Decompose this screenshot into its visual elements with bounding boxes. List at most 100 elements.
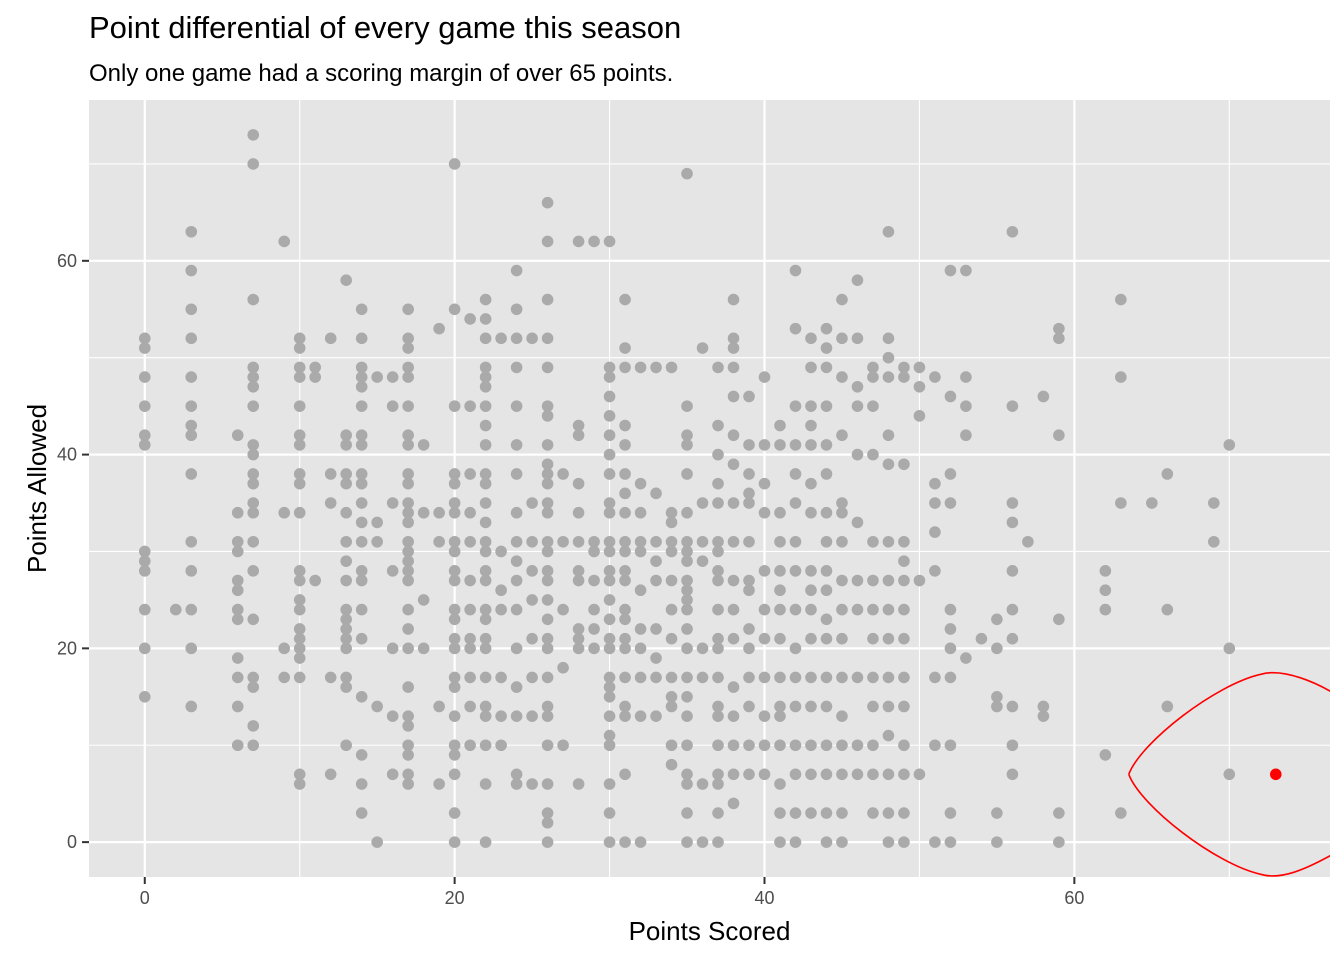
data-point: [650, 555, 662, 567]
data-point: [882, 574, 895, 587]
data-point: [247, 371, 260, 383]
data-point: [1161, 603, 1174, 616]
axis-ticks: 0 20 40 60 0 20 40 60: [57, 251, 1084, 908]
data-point: [324, 468, 337, 480]
data-point: [758, 565, 771, 577]
data-point: [867, 371, 879, 383]
data-point: [727, 574, 740, 587]
data-point: [836, 739, 848, 752]
data-point: [386, 768, 399, 781]
data-point: [991, 690, 1003, 703]
data-point: [355, 603, 368, 616]
data-point: [789, 497, 802, 509]
data-point: [665, 506, 678, 519]
data-point: [712, 361, 724, 374]
data-point: [510, 264, 523, 277]
data-point: [247, 293, 260, 306]
data-point: [541, 710, 554, 722]
data-point: [510, 506, 523, 519]
data-point: [665, 535, 678, 548]
data-point: [464, 603, 476, 616]
data-point: [867, 400, 879, 412]
data-point: [185, 419, 198, 432]
data-point: [944, 623, 957, 635]
data-point: [929, 497, 941, 509]
x-axis-title: Points Scored: [629, 916, 791, 946]
data-point: [882, 351, 895, 364]
data-point: [712, 448, 724, 461]
data-point: [712, 545, 724, 558]
data-point: [681, 603, 693, 616]
data-point: [805, 603, 817, 616]
data-point: [603, 390, 616, 403]
data-point: [231, 603, 244, 616]
data-point: [805, 477, 817, 490]
data-point: [572, 642, 585, 655]
data-point: [789, 439, 802, 451]
data-point: [355, 749, 368, 761]
data-point: [510, 439, 523, 451]
data-point: [681, 167, 693, 180]
data-point: [1208, 497, 1220, 509]
highlight-point: [1269, 768, 1282, 781]
data-point: [743, 642, 755, 655]
data-point: [1053, 322, 1065, 335]
data-point: [402, 555, 414, 567]
data-point: [1053, 836, 1065, 848]
data-point: [448, 749, 461, 761]
data-point: [185, 468, 198, 480]
data-point: [851, 671, 864, 684]
data-point: [603, 506, 616, 519]
data-point: [960, 652, 972, 664]
data-point: [665, 545, 678, 558]
data-point: [774, 565, 786, 577]
data-point: [510, 332, 523, 345]
data-point: [479, 400, 492, 412]
data-point: [588, 642, 600, 655]
data-point: [836, 429, 848, 442]
data-point: [882, 535, 895, 548]
data-point: [293, 506, 306, 519]
data-point: [293, 468, 306, 480]
data-point: [712, 671, 724, 684]
data-point: [185, 429, 198, 442]
data-point: [185, 303, 198, 316]
data-point: [541, 613, 554, 626]
data-point: [603, 681, 616, 693]
data-point: [619, 613, 631, 626]
data-point: [572, 235, 585, 248]
data-point: [774, 671, 786, 684]
data-point: [464, 700, 476, 713]
data-point: [882, 700, 895, 713]
data-point: [247, 506, 260, 519]
data-point: [479, 535, 492, 548]
data-point: [402, 778, 414, 790]
data-point: [293, 594, 306, 606]
data-point: [665, 671, 678, 684]
data-point: [247, 468, 260, 480]
data-point: [138, 690, 151, 703]
data-point: [758, 671, 771, 684]
data-point: [541, 468, 554, 480]
data-point: [293, 603, 306, 616]
data-point: [495, 603, 507, 616]
data-point: [185, 332, 198, 345]
data-point: [867, 632, 879, 645]
data-point: [774, 419, 786, 432]
data-point: [851, 332, 864, 345]
data-point: [805, 361, 817, 374]
data-point: [758, 739, 771, 752]
data-point: [324, 497, 337, 509]
data-point: [743, 671, 755, 684]
data-point: [650, 652, 662, 664]
data-point: [634, 836, 647, 848]
data-point: [820, 342, 833, 354]
data-point: [789, 642, 802, 655]
data-point: [293, 477, 306, 490]
data-point: [448, 603, 461, 616]
data-point: [696, 342, 709, 354]
data-point: [603, 361, 616, 374]
data-point: [851, 574, 864, 587]
data-point: [913, 410, 926, 422]
data-point: [712, 574, 724, 587]
